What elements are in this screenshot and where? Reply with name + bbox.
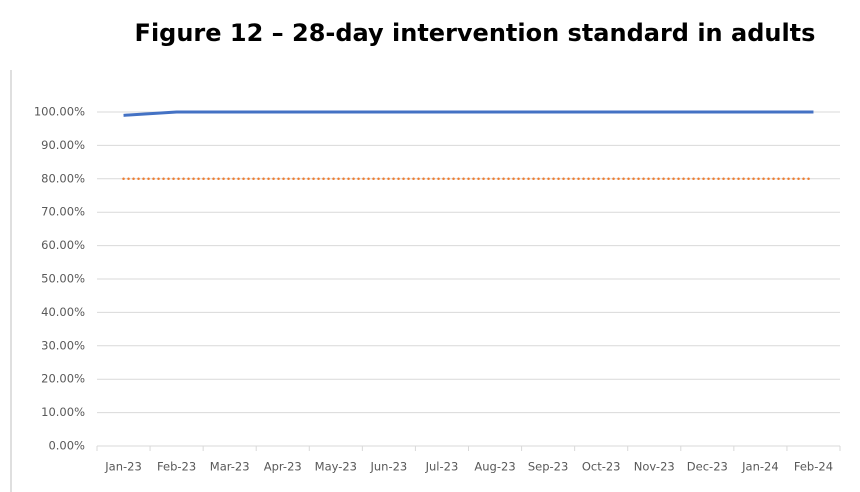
y-tick-label: 80.00%: [41, 171, 85, 185]
x-tick-label: Oct-23: [582, 460, 621, 474]
chart-title: Figure 12 – 28-day intervention standard…: [135, 19, 816, 47]
x-tick-label: Feb-24: [794, 460, 833, 474]
x-tick-label: Jul-23: [425, 460, 459, 474]
x-tick-label: Aug-23: [474, 460, 515, 474]
y-tick-label: 20.00%: [41, 372, 85, 386]
x-tick-label: Mar-23: [210, 460, 250, 474]
y-tick-label: 0.00%: [48, 439, 85, 453]
x-tick-label: Apr-23: [264, 460, 302, 474]
y-tick-label: 60.00%: [41, 238, 85, 252]
y-tick-label: 90.00%: [41, 138, 85, 152]
series-line: [123, 110, 814, 117]
x-tick-label: Jun-23: [370, 460, 408, 474]
x-tick-label: Feb-23: [157, 460, 196, 474]
y-tick-label: 70.00%: [41, 205, 85, 219]
x-tick-label: Sep-23: [528, 460, 568, 474]
y-tick-label: 100.00%: [34, 105, 85, 119]
x-tick-label: May-23: [315, 460, 357, 474]
y-tick-label: 10.00%: [41, 405, 85, 419]
x-tick-label: Dec-23: [687, 460, 728, 474]
x-tick-label: Jan-24: [741, 460, 779, 474]
y-tick-label: 30.00%: [41, 338, 85, 352]
x-tick-label: Jan-23: [104, 460, 142, 474]
y-tick-label: 40.00%: [41, 305, 85, 319]
y-tick-label: 50.00%: [41, 272, 85, 286]
x-tick-label: Nov-23: [634, 460, 675, 474]
